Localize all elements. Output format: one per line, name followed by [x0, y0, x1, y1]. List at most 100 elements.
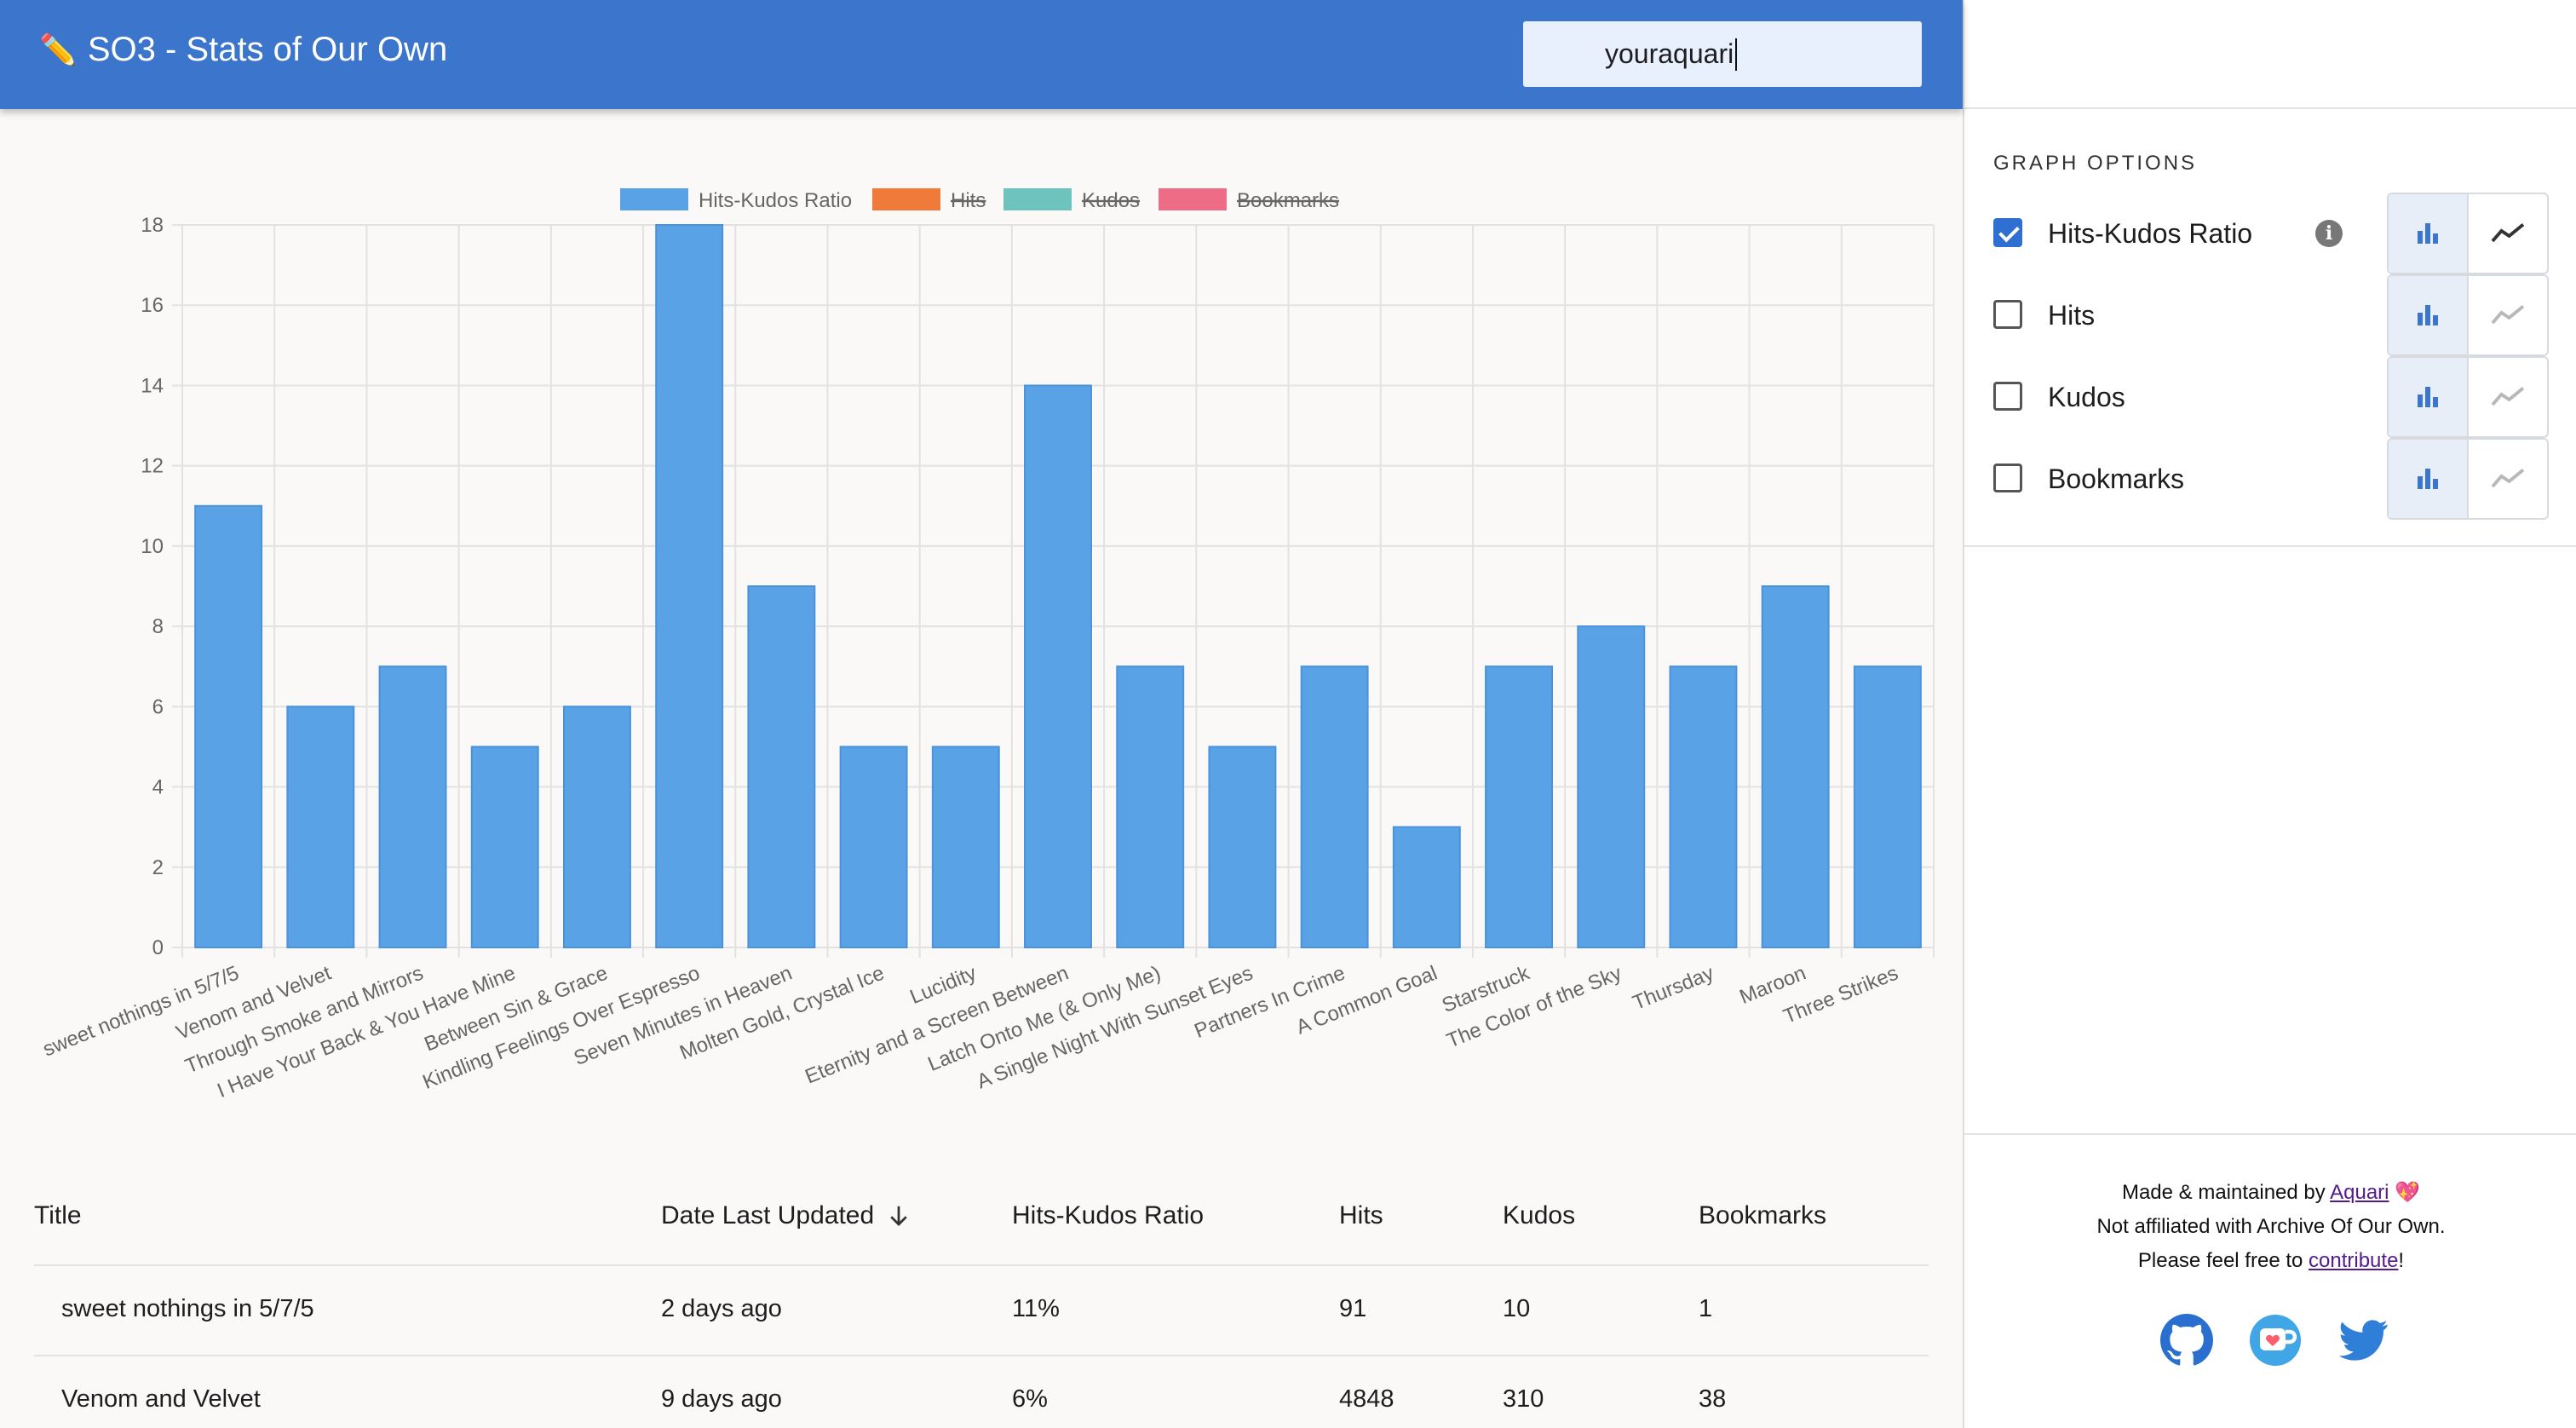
column-header-title[interactable]: Title [34, 1201, 82, 1229]
chart-bar [1116, 665, 1185, 948]
row-kudos: 310 [1503, 1385, 1544, 1413]
chart-type-toggle [2387, 438, 2549, 520]
legend-label: Bookmarks [1237, 189, 1339, 212]
sidebar-top-spacer [1964, 0, 2576, 109]
chart-bar [378, 665, 447, 948]
username-input-value: youraquari [1605, 38, 1734, 69]
bar-chart-icon [2418, 223, 2438, 244]
option-hits-kudos-ratio: Hits-Kudos Ratio i [1993, 193, 2556, 274]
bookmarks-checkbox[interactable] [1993, 464, 2022, 492]
column-header-bookmarks[interactable]: Bookmarks [1699, 1201, 1827, 1229]
not-affiliated-text: Not affiliated with Archive Of Our Own. [2096, 1215, 2446, 1238]
option-label[interactable]: Kudos [2048, 382, 2125, 412]
column-header-date-label: Date Last Updated [661, 1201, 875, 1229]
twitter-icon[interactable] [2334, 1310, 2394, 1370]
chart-bar [194, 504, 263, 948]
chart-type-toggle [2387, 356, 2549, 438]
y-tick-label: 16 [141, 294, 164, 317]
bar-chart-button[interactable] [2389, 358, 2469, 436]
bar-chart-button[interactable] [2389, 440, 2469, 518]
row-bookmarks: 38 [1699, 1385, 1727, 1413]
chart-bar [1577, 625, 1646, 948]
hits-checkbox[interactable] [1993, 300, 2022, 329]
legend-swatch [1159, 188, 1227, 210]
app-header: ✏️ SO3 - Stats of Our Own youraquari [0, 0, 1963, 109]
y-tick-label: 10 [141, 535, 164, 558]
chart-bar [747, 585, 816, 948]
chart-bar [839, 746, 908, 949]
bar-chart-button[interactable] [2389, 276, 2469, 354]
column-header-ratio[interactable]: Hits-Kudos Ratio [1012, 1201, 1205, 1229]
column-header-hits[interactable]: Hits [1339, 1201, 1383, 1229]
contribute-line: Please feel free to contribute! [1964, 1244, 2576, 1278]
line-chart-icon [2491, 222, 2525, 243]
sidebar-divider [1964, 545, 2576, 547]
contribute-text: Please feel free to [2137, 1249, 2309, 1272]
y-tick-label: 0 [152, 936, 164, 959]
option-label[interactable]: Bookmarks [2048, 464, 2185, 494]
y-tick-label: 2 [152, 856, 164, 879]
row-bookmarks: 1 [1699, 1295, 1713, 1322]
contribute-link[interactable]: contribute [2309, 1249, 2399, 1272]
chart-type-toggle [2387, 274, 2549, 356]
info-icon[interactable]: i [2315, 220, 2343, 247]
kudos-checkbox[interactable] [1993, 382, 2022, 411]
line-chart-icon [2491, 468, 2525, 488]
line-chart-button[interactable] [2469, 194, 2547, 273]
bar-chart-icon [2418, 305, 2438, 325]
row-ratio: 6% [1012, 1385, 1048, 1413]
header-divider [34, 1264, 1929, 1266]
y-tick-label: 6 [152, 695, 164, 718]
chart-bar [1761, 585, 1830, 948]
x-tick-label: Partners In Crime [1191, 962, 1348, 1043]
line-chart-button[interactable] [2469, 440, 2547, 518]
y-tick-label: 12 [141, 455, 164, 478]
graph-options-sidebar: GRAPH OPTIONS Hits-Kudos Ratio i Hits Ku… [1963, 0, 2576, 1428]
aquari-link[interactable]: Aquari [2330, 1181, 2389, 1204]
y-tick-label: 4 [152, 776, 164, 799]
app-title-text: SO3 - Stats of Our Own [87, 31, 448, 68]
github-icon[interactable] [2157, 1310, 2217, 1370]
chart-bar [1485, 665, 1554, 948]
bar-chart-icon [2418, 469, 2438, 489]
option-label[interactable]: Hits [2048, 300, 2096, 331]
bar-chart-button[interactable] [2389, 194, 2469, 273]
sidebar-divider [1964, 1133, 2576, 1135]
column-header-date[interactable]: Date Last Updated [661, 1201, 911, 1230]
row-hits: 4848 [1339, 1385, 1394, 1413]
option-label[interactable]: Hits-Kudos Ratio [2048, 218, 2253, 249]
chart-bar [1024, 384, 1092, 948]
chart-bar [655, 224, 724, 948]
chart-bar [470, 746, 539, 949]
ko-fi-icon[interactable] [2245, 1310, 2305, 1370]
line-chart-button[interactable] [2469, 276, 2547, 354]
bar-chart-icon [2418, 387, 2438, 407]
legend-swatch [620, 188, 688, 210]
chart-type-toggle [2387, 193, 2549, 274]
chart-bar [1208, 746, 1277, 949]
legend-label: Hits-Kudos Ratio [699, 189, 852, 212]
app-title: ✏️ SO3 - Stats of Our Own [39, 31, 447, 69]
arrow-down-icon [890, 1206, 907, 1226]
row-ratio: 11% [1012, 1295, 1060, 1322]
y-tick-label: 18 [141, 214, 164, 237]
row-kudos: 10 [1503, 1295, 1531, 1322]
line-chart-icon [2491, 386, 2525, 406]
graph-options-heading: GRAPH OPTIONS [1993, 152, 2198, 175]
row-title[interactable]: Venom and Velvet [61, 1385, 261, 1413]
option-hits: Hits [1993, 274, 2556, 356]
row-title[interactable]: sweet nothings in 5/7/5 [61, 1295, 314, 1322]
line-chart-icon [2491, 304, 2525, 325]
chart-bar [1853, 665, 1922, 948]
heart-icon: 💖 [2395, 1181, 2421, 1204]
username-input[interactable]: youraquari [1523, 21, 1922, 87]
x-tick-label: Thursday [1630, 962, 1717, 1016]
legend-label: Hits [951, 189, 986, 212]
line-chart-button[interactable] [2469, 358, 2547, 436]
y-tick-label: 8 [152, 615, 164, 638]
hits-kudos-ratio-checkbox[interactable] [1993, 218, 2022, 247]
contribute-suffix: ! [2398, 1249, 2405, 1272]
chart-bar [1300, 665, 1369, 948]
column-header-kudos[interactable]: Kudos [1503, 1201, 1576, 1229]
